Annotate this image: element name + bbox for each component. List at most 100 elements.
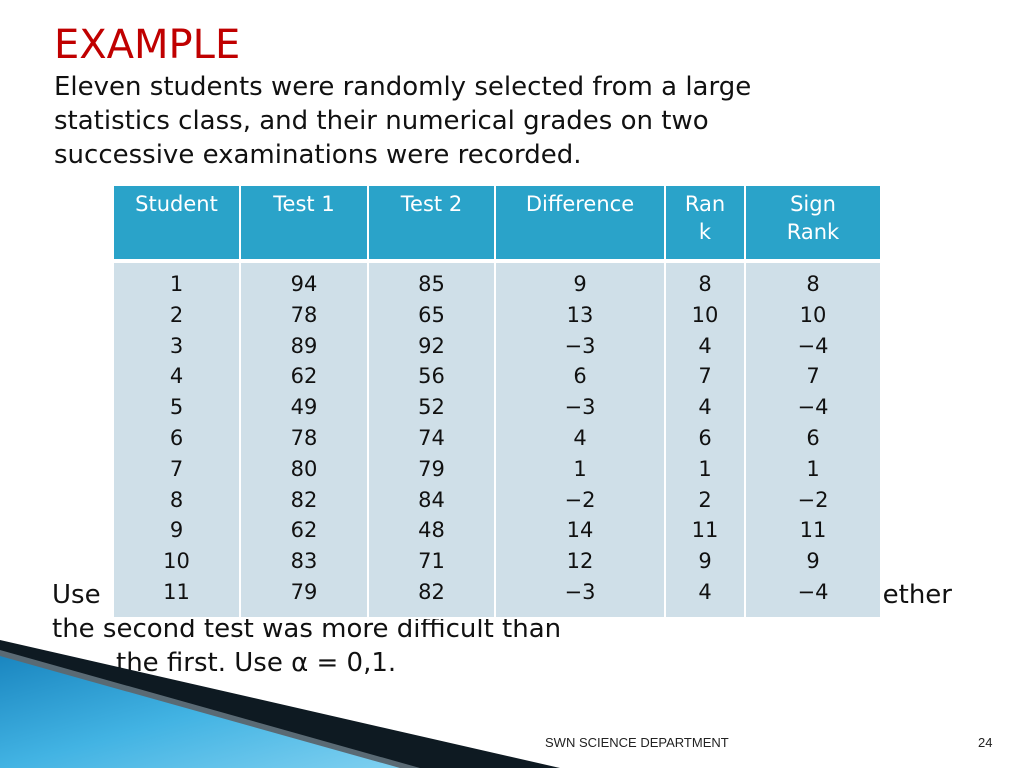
- intro-paragraph: Eleven students were randomly selected f…: [54, 70, 954, 172]
- table-cell: 6: [806, 425, 820, 450]
- table-cell: 84: [418, 487, 445, 512]
- intro-line: statistics class, and their numerical gr…: [54, 106, 709, 136]
- table-cell: 83: [290, 549, 318, 574]
- table-cell: 80: [290, 456, 318, 481]
- table-cell: 6: [169, 425, 184, 450]
- table-cell: 14: [566, 518, 594, 543]
- table-cell: 1: [806, 456, 820, 481]
- table-cell: 5: [169, 395, 184, 420]
- wedge-blue-band: [0, 656, 400, 768]
- table-header-row: Student Test 1 Test 2 Difference Ran k S…: [112, 184, 882, 262]
- table-cell: 65: [418, 302, 445, 327]
- table-cell: 56: [418, 364, 445, 389]
- table-cell: −2: [797, 487, 829, 512]
- question-line1-left: Use: [52, 580, 101, 610]
- table-cell: 10: [691, 302, 719, 327]
- question-line-3: the first. Use α = 0,1.: [116, 648, 397, 678]
- table-cell: 9: [806, 549, 820, 574]
- table-cell: −3: [564, 395, 596, 420]
- page-number: 24: [978, 735, 993, 750]
- header-sign-rank-line2: Rank: [786, 220, 840, 244]
- table-cell: 7: [698, 364, 712, 389]
- table-cell: 1: [169, 272, 184, 296]
- footer-department: SWN SCIENCE DEPARTMENT: [545, 735, 729, 750]
- table-cell: −3: [564, 579, 596, 604]
- grades-table: Student Test 1 Test 2 Difference Ran k S…: [112, 184, 882, 619]
- table-cell: 8: [169, 487, 184, 512]
- column-test1: 94 78 89 62 49 78 80 82 62 83 79: [239, 259, 369, 619]
- table-cell: 8: [698, 272, 712, 296]
- table-cell: 1: [573, 456, 587, 481]
- intro-line: successive examinations were recorded.: [54, 140, 582, 170]
- column-rank: 8 10 4 7 4 6 1 2 11 9 4: [664, 259, 746, 619]
- header-sign-rank-line1: Sign: [790, 192, 836, 216]
- table-cell: 11: [799, 518, 827, 543]
- table-body-row: 1 2 3 4 5 6 7 8 9 10 11 94 78 89 62 49 78 80 82 62 83 79 85 6…: [112, 259, 882, 619]
- table-cell: 49: [290, 395, 318, 420]
- header-test2: Test 2: [367, 184, 496, 262]
- table-cell: 62: [290, 364, 318, 389]
- table-cell: 4: [698, 395, 712, 420]
- question-line1-right: ether: [882, 580, 952, 610]
- table-cell: −4: [797, 395, 829, 420]
- table-cell: 11: [163, 579, 190, 604]
- table-cell: 11: [691, 518, 719, 543]
- table-cell: 48: [418, 518, 445, 543]
- header-difference: Difference: [494, 184, 666, 262]
- table-cell: 92: [418, 333, 445, 358]
- slide-title: EXAMPLE: [54, 22, 241, 68]
- table-cell: −4: [797, 579, 829, 604]
- table-cell: 79: [290, 579, 318, 604]
- table-cell: 52: [418, 395, 445, 420]
- column-sign-rank: 8 10 −4 7 −4 6 1 −2 11 9 −4: [744, 259, 882, 619]
- table-cell: 3: [169, 333, 184, 358]
- table-cell: 79: [418, 456, 445, 481]
- table-cell: 12: [566, 549, 594, 574]
- header-rank-line1: Ran: [684, 192, 726, 216]
- table-cell: 82: [418, 579, 445, 604]
- table-cell: 13: [566, 302, 594, 327]
- table-cell: 78: [290, 302, 318, 327]
- table-cell: 2: [169, 302, 184, 327]
- question-line-1: Use ether: [52, 578, 952, 612]
- table-cell: 6: [698, 425, 712, 450]
- header-student: Student: [112, 184, 241, 262]
- table-cell: 78: [290, 425, 318, 450]
- table-cell: 4: [169, 364, 184, 389]
- column-student: 1 2 3 4 5 6 7 8 9 10 11: [112, 259, 241, 619]
- table-cell: 10: [799, 302, 827, 327]
- table-cell: 8: [806, 272, 820, 296]
- table-cell: 1: [698, 456, 712, 481]
- table-cell: 89: [290, 333, 318, 358]
- table-cell: 9: [169, 518, 184, 543]
- table-cell: 4: [573, 425, 587, 450]
- table-cell: −2: [564, 487, 596, 512]
- table-cell: 9: [698, 549, 712, 574]
- table-cell: 82: [290, 487, 318, 512]
- header-test1: Test 1: [239, 184, 369, 262]
- column-test2: 85 65 92 56 52 74 79 84 48 71 82: [367, 259, 496, 619]
- table-cell: 7: [806, 364, 820, 389]
- table-cell: 71: [418, 549, 445, 574]
- table-cell: 62: [290, 518, 318, 543]
- table-cell: 7: [169, 456, 184, 481]
- question-line-2: the second test was more difficult than: [52, 614, 562, 644]
- table-cell: 4: [698, 333, 712, 358]
- table-cell: −3: [564, 333, 596, 358]
- table-cell: 74: [418, 425, 445, 450]
- table-cell: −4: [797, 333, 829, 358]
- question-paragraph: Use ether the second test was more diffi…: [52, 578, 1002, 680]
- table-cell: 6: [573, 364, 587, 389]
- table-cell: 9: [573, 272, 587, 296]
- header-sign-rank: Sign Rank: [744, 184, 882, 262]
- table-cell: 94: [290, 272, 318, 296]
- column-difference: 9 13 −3 6 −3 4 1 −2 14 12 −3: [494, 259, 666, 619]
- header-rank-line2: k: [698, 220, 712, 244]
- header-rank: Ran k: [664, 184, 746, 262]
- decorative-wedge: [0, 640, 560, 768]
- table-cell: 10: [163, 549, 190, 574]
- table-cell: 4: [698, 579, 712, 604]
- intro-line: Eleven students were randomly selected f…: [54, 72, 752, 102]
- table-cell: 85: [418, 272, 445, 296]
- table-cell: 2: [698, 487, 712, 512]
